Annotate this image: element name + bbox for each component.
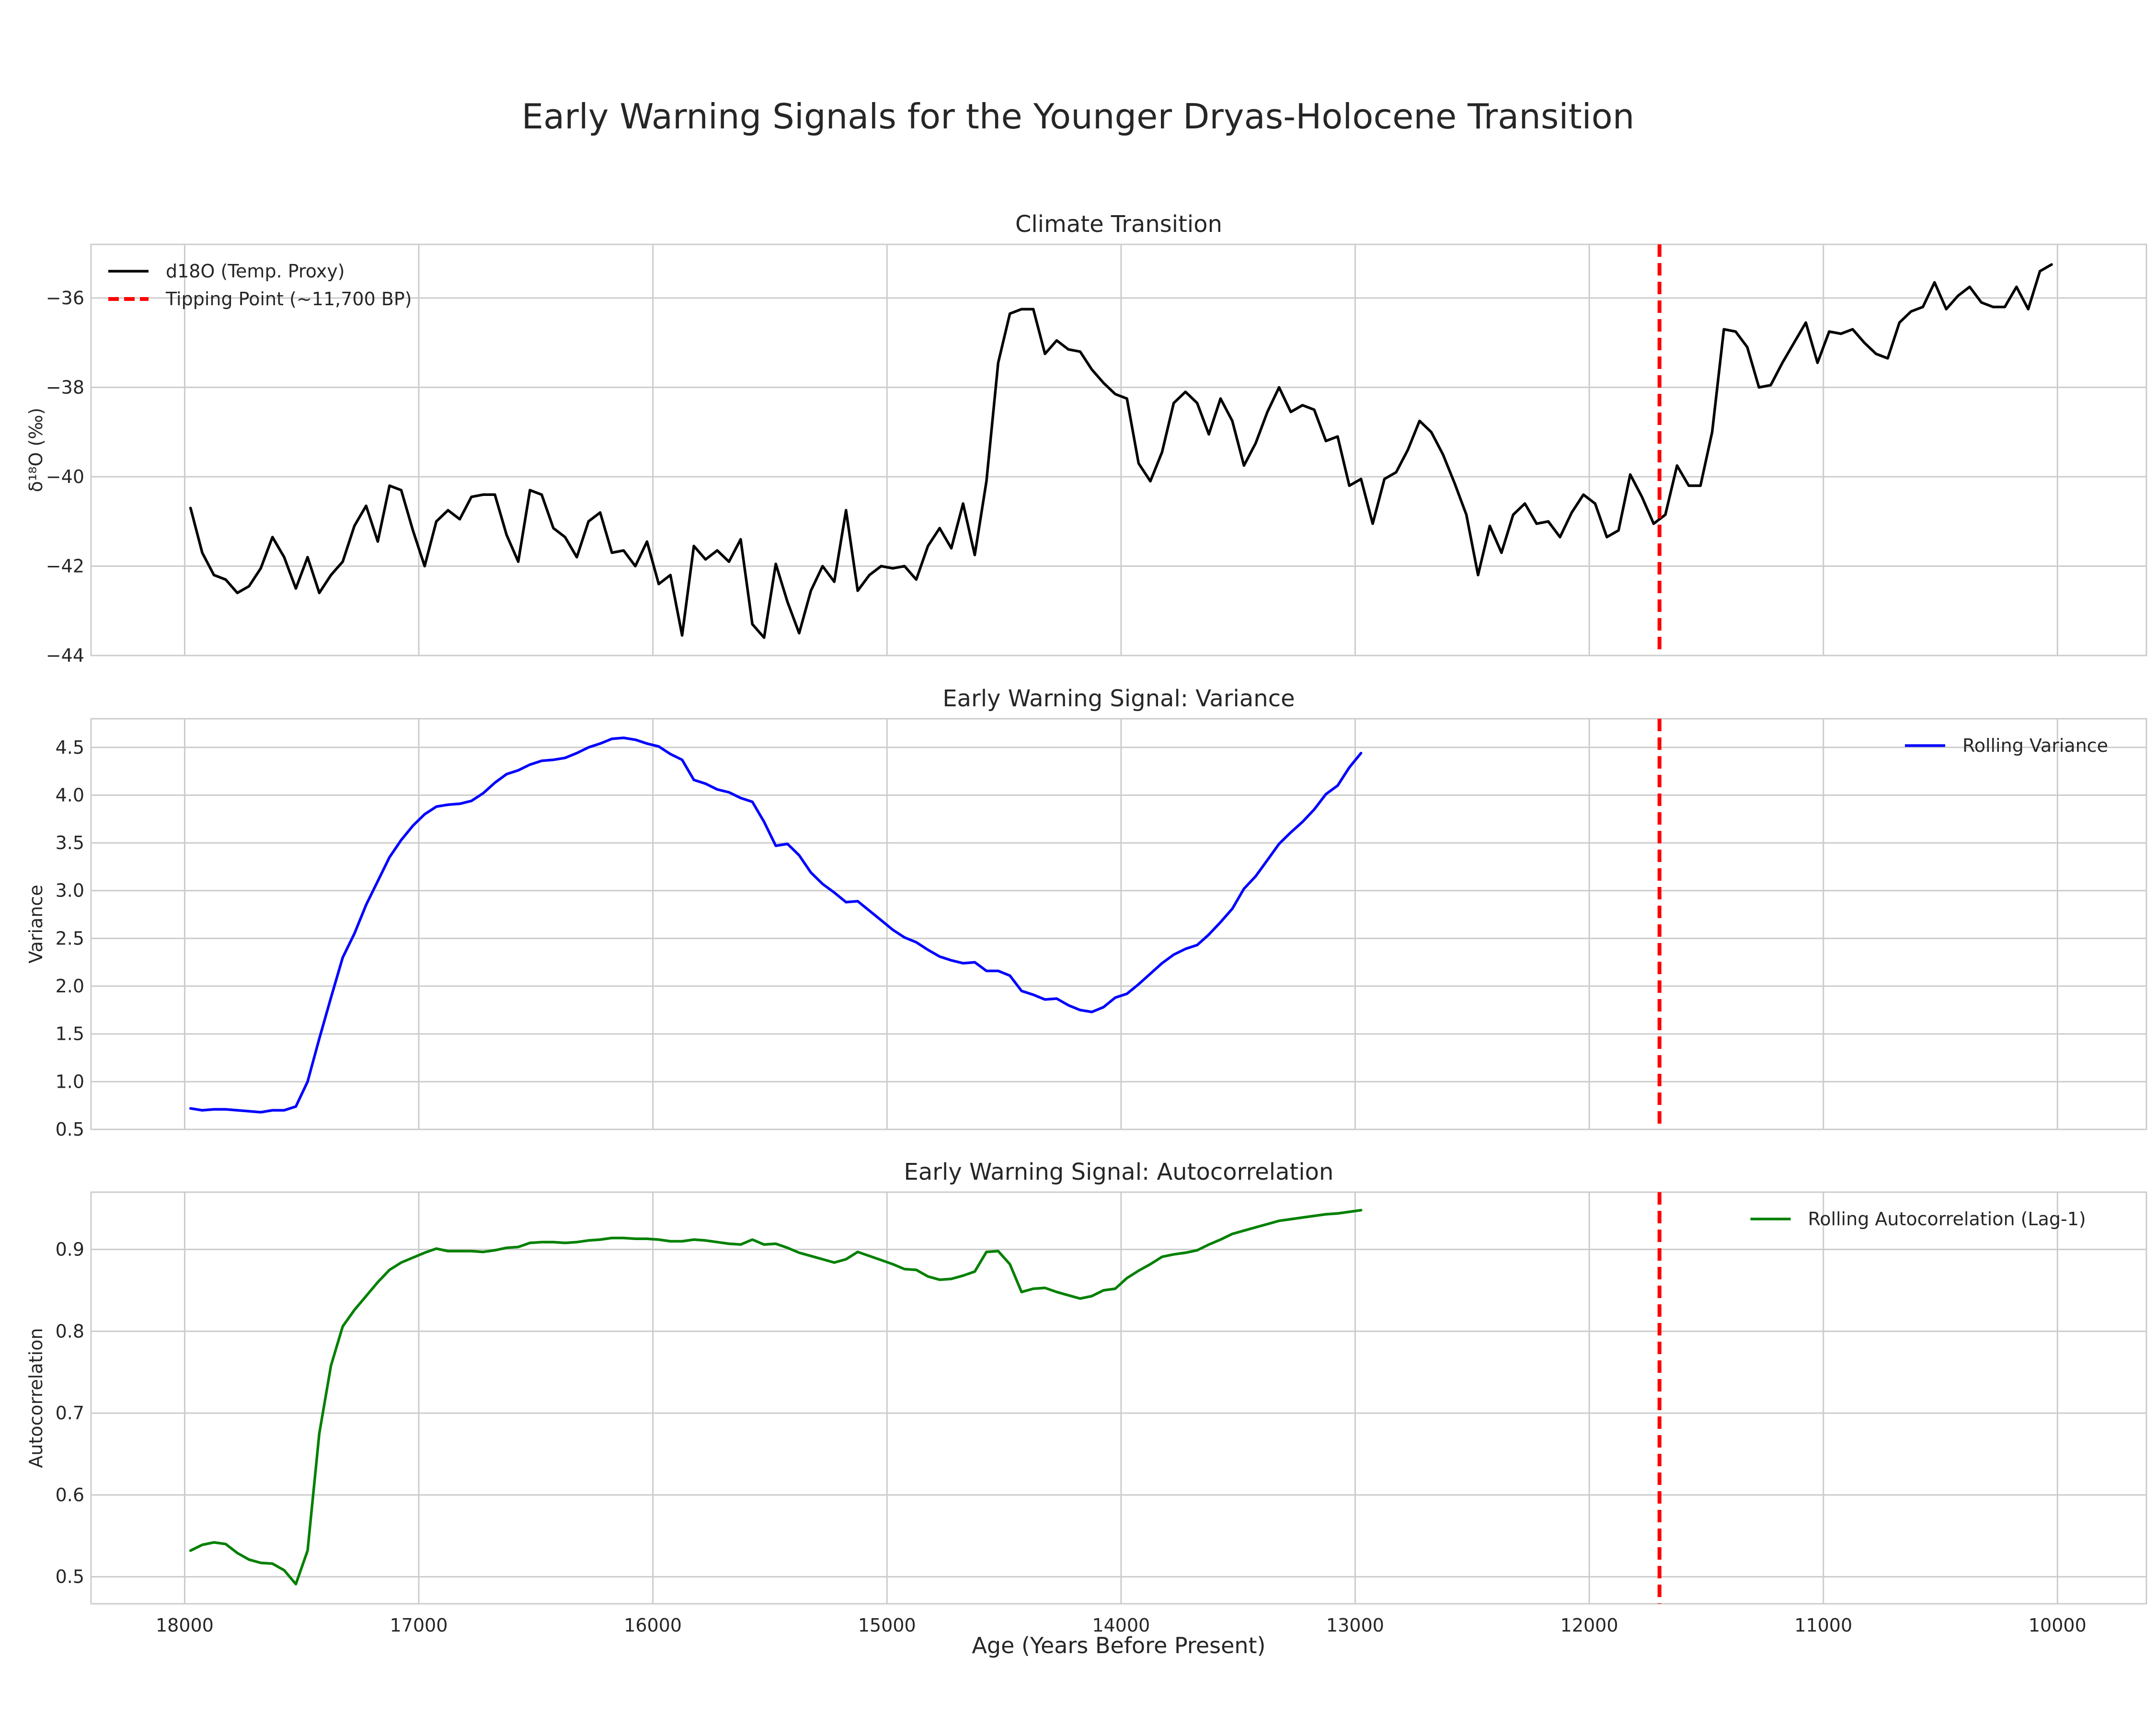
series-line xyxy=(189,263,2053,639)
y-tick-label: 0.8 xyxy=(56,1321,84,1342)
y-tick-label: 3.0 xyxy=(56,880,84,901)
x-tick-label: 13000 xyxy=(1326,1615,1384,1636)
plot-frame xyxy=(90,718,2147,1130)
panel-title: Early Warning Signal: Variance xyxy=(942,685,1295,712)
series-line xyxy=(189,1208,1363,1586)
x-tick-label: 11000 xyxy=(1794,1615,1852,1636)
legend-label: d18O (Temp. Proxy) xyxy=(166,261,345,282)
y-tick-label: −36 xyxy=(46,288,84,309)
x-axis-label: Age (Years Before Present) xyxy=(972,1633,1265,1658)
y-tick-label: 2.0 xyxy=(56,976,84,997)
x-tick-label: 18000 xyxy=(156,1615,214,1636)
panel-title: Climate Transition xyxy=(1015,211,1222,238)
x-tick-label: 17000 xyxy=(390,1615,448,1636)
legend-label: Tipping Point (~11,700 BP) xyxy=(165,288,412,310)
panel-title: Early Warning Signal: Autocorrelation xyxy=(904,1159,1334,1185)
x-tick-label: 16000 xyxy=(624,1615,682,1636)
panel-2: 0.5 1.0 1.5 2.0 2.5 3.0 3.5 4.0 4.5 Early Warning… xyxy=(25,685,2147,1140)
y-tick-label: 0.9 xyxy=(56,1239,84,1260)
y-tick-label: 2.5 xyxy=(56,928,84,949)
series-line xyxy=(189,736,1363,1114)
y-tick-label: 0.5 xyxy=(56,1566,84,1587)
panel-3: 0.5 0.6 0.7 0.8 0.9 Early Warning Signal: Aut… xyxy=(25,1159,2147,1636)
y-tick-label: −38 xyxy=(46,377,84,398)
y-tick-label: −44 xyxy=(46,645,84,666)
plot-frame xyxy=(90,243,2147,656)
plot-frame xyxy=(90,1191,2147,1605)
plot-area xyxy=(189,1192,1662,1604)
legend-label: Rolling Variance xyxy=(1962,735,2108,756)
y-axis-label: Autocorrelation xyxy=(25,1328,46,1468)
y-tick-label: −40 xyxy=(46,466,84,487)
x-tick-label: 14000 xyxy=(1092,1615,1150,1636)
x-tick-label: 15000 xyxy=(858,1615,916,1636)
legend: Rolling Autocorrelation (Lag-1) xyxy=(1750,1208,2086,1230)
y-tick-label: 0.6 xyxy=(56,1484,84,1506)
plot-area xyxy=(189,244,2053,656)
legend: Rolling Variance xyxy=(1905,735,2108,756)
y-tick-label: 0.7 xyxy=(56,1403,84,1424)
y-tick-label: 1.5 xyxy=(56,1024,84,1045)
x-tick-label: 10000 xyxy=(2029,1615,2087,1636)
panels: −44 −42 −40 −38 −36 Climate Transition δ¹⁸O (‰… xyxy=(25,211,2147,1636)
y-tick-label: −42 xyxy=(46,555,84,576)
x-tick-label: 12000 xyxy=(1560,1615,1618,1636)
y-tick-label: 4.5 xyxy=(56,737,84,758)
legend: d18O (Temp. Proxy) Tipping Point (~11,700… xyxy=(108,261,412,310)
y-tick-label: 1.0 xyxy=(56,1071,84,1092)
panel-1: −44 −42 −40 −38 −36 Climate Transition δ¹⁸O (‰… xyxy=(25,211,2147,666)
legend-label: Rolling Autocorrelation (Lag-1) xyxy=(1808,1208,2086,1230)
y-axis-label: δ¹⁸O (‰) xyxy=(25,408,46,492)
y-tick-label: 0.5 xyxy=(56,1119,84,1140)
y-tick-label: 4.0 xyxy=(56,784,84,805)
plot-area xyxy=(189,719,1662,1129)
figure-title: Early Warning Signals for the Younger Dr… xyxy=(522,96,1635,137)
y-tick-label: 3.5 xyxy=(56,832,84,853)
y-axis-label: Variance xyxy=(25,885,46,963)
